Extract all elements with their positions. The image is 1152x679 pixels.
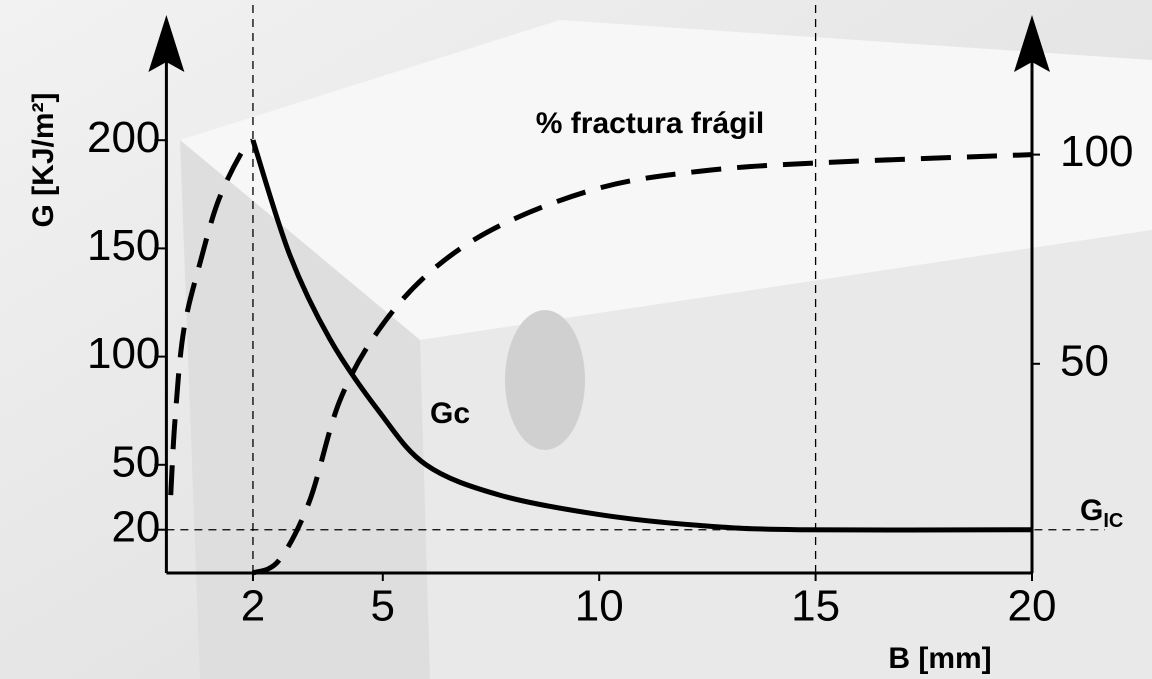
chart: % fractura frágil Gc GIC B [mm] G [KJ/m²…	[0, 0, 1152, 679]
y-tick-label: 20	[111, 502, 160, 551]
annotation-subscript: IC	[1103, 510, 1123, 532]
background-hole	[505, 310, 585, 450]
y2-tick-label: 50	[1060, 336, 1109, 385]
x-tick-label: 20	[1008, 582, 1057, 631]
y2-tick-label: 100	[1060, 127, 1133, 176]
annotation-text: G	[1080, 494, 1103, 527]
y-axis-label: G [KJ/m²]	[27, 93, 60, 228]
x-tick-label: 10	[575, 582, 624, 631]
y-tick-label: 200	[87, 113, 160, 162]
page: % fractura frágil Gc GIC B [mm] G [KJ/m²…	[0, 0, 1152, 679]
y-tick-label: 50	[111, 437, 160, 486]
x-tick-label: 2	[241, 582, 265, 631]
annotation: % fractura frágil	[536, 107, 764, 140]
x-tick-label: 5	[371, 582, 395, 631]
y-tick-label: 150	[87, 221, 160, 270]
x-axis-label: B [mm]	[888, 642, 991, 675]
annotation: Gc	[430, 397, 470, 430]
y-tick-label: 100	[87, 329, 160, 378]
x-tick-label: 15	[791, 582, 840, 631]
